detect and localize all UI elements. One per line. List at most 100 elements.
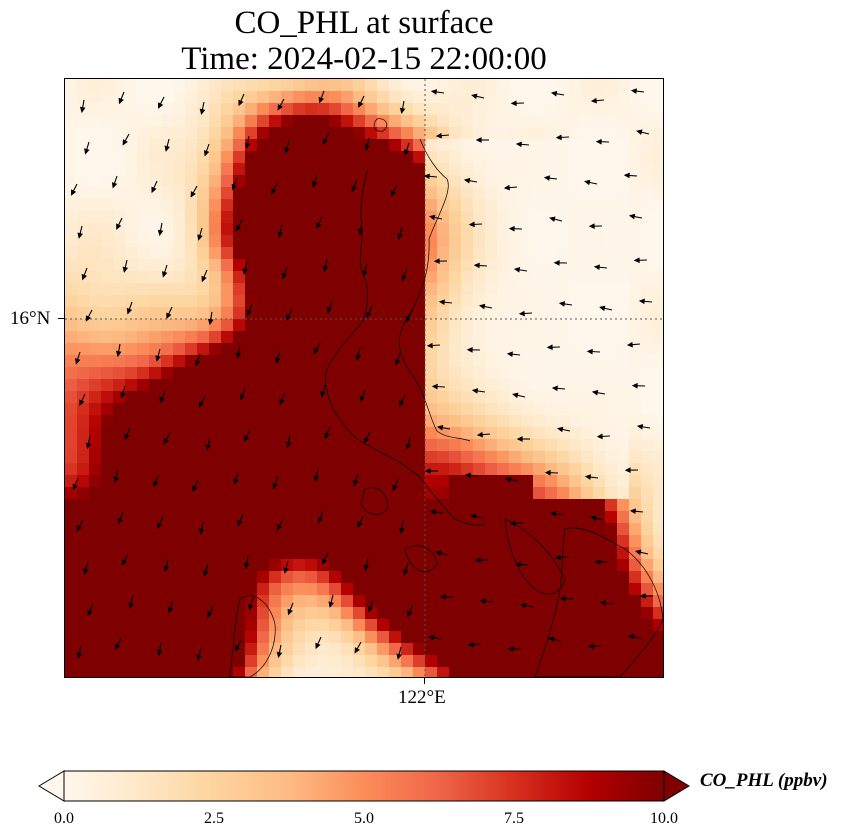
field-cell	[497, 391, 510, 404]
field-cell	[629, 187, 642, 200]
field-cell	[257, 91, 270, 104]
field-cell	[209, 115, 222, 128]
field-cell	[89, 379, 102, 392]
field-cell	[485, 475, 498, 488]
field-cell	[245, 391, 258, 404]
field-cell	[473, 319, 486, 332]
field-cell	[413, 487, 426, 500]
field-cell	[113, 127, 126, 140]
field-cell	[257, 427, 270, 440]
field-cell	[173, 199, 186, 212]
field-cell	[185, 499, 198, 512]
field-cell	[425, 235, 438, 248]
field-cell	[581, 451, 594, 464]
field-cell	[581, 619, 594, 632]
field-cell	[281, 463, 294, 476]
field-cell	[173, 511, 186, 524]
field-cell	[209, 391, 222, 404]
field-cell	[137, 643, 150, 656]
field-cell	[341, 391, 354, 404]
field-cell	[233, 583, 246, 596]
field-cell	[305, 91, 318, 104]
wind-arrow	[474, 557, 489, 563]
field-cell	[413, 475, 426, 488]
wind-arrow	[276, 644, 283, 658]
field-cell	[437, 343, 450, 356]
field-cell	[245, 499, 258, 512]
field-cell	[521, 259, 534, 272]
field-cell	[389, 403, 402, 416]
wind-arrow	[435, 550, 449, 556]
field-cell	[437, 163, 450, 176]
field-cell	[65, 331, 78, 344]
field-cell	[101, 379, 114, 392]
field-cell	[101, 199, 114, 212]
field-cell	[449, 439, 462, 452]
field-cell	[137, 79, 150, 92]
field-cell	[65, 547, 78, 560]
field-cell	[509, 379, 522, 392]
field-cell	[473, 607, 486, 620]
field-cell	[329, 463, 342, 476]
field-cell	[653, 355, 663, 368]
field-cell	[617, 631, 630, 644]
field-cell	[581, 211, 594, 224]
field-cell	[377, 307, 390, 320]
field-cell	[593, 631, 606, 644]
field-cell	[305, 199, 318, 212]
field-cell	[341, 595, 354, 608]
field-cell	[473, 487, 486, 500]
field-cell	[557, 307, 570, 320]
field-cell	[353, 247, 366, 260]
field-cell	[641, 559, 654, 572]
field-cell	[257, 583, 270, 596]
field-cell	[653, 103, 663, 116]
field-cell	[221, 295, 234, 308]
field-cell	[377, 223, 390, 236]
field-cell	[257, 379, 270, 392]
field-cell	[401, 343, 414, 356]
field-cell	[221, 79, 234, 92]
field-cell	[65, 235, 78, 248]
field-cell	[389, 523, 402, 536]
field-cell	[449, 643, 462, 656]
field-cell	[257, 367, 270, 380]
field-cell	[173, 379, 186, 392]
field-cell	[461, 631, 474, 644]
field-cell	[437, 271, 450, 284]
field-cell	[137, 379, 150, 392]
field-cell	[329, 607, 342, 620]
field-cell	[425, 319, 438, 332]
field-cell	[629, 607, 642, 620]
field-cell	[305, 163, 318, 176]
field-cell	[329, 523, 342, 536]
field-cell	[545, 319, 558, 332]
field-cell	[641, 211, 654, 224]
field-cell	[653, 427, 663, 440]
wind-arrow	[404, 142, 410, 156]
field-cell	[629, 115, 642, 128]
field-cell	[209, 379, 222, 392]
field-cell	[293, 103, 306, 116]
field-cell	[641, 403, 654, 416]
field-cell	[125, 187, 138, 200]
field-cell	[149, 295, 162, 308]
field-cell	[89, 403, 102, 416]
field-cell	[653, 223, 663, 236]
wind-arrow	[75, 351, 81, 365]
field-cell	[101, 511, 114, 524]
field-cell	[185, 79, 198, 92]
field-cell	[437, 523, 450, 536]
field-cell	[497, 667, 510, 677]
map-panel[interactable]	[64, 78, 664, 678]
field-cell	[329, 163, 342, 176]
field-cell	[377, 211, 390, 224]
field-cell	[545, 427, 558, 440]
field-cell	[173, 127, 186, 140]
field-cell	[161, 667, 174, 677]
field-cell	[341, 163, 354, 176]
field-cell	[509, 211, 522, 224]
field-cell	[173, 115, 186, 128]
field-cell	[497, 259, 510, 272]
field-cell	[497, 559, 510, 572]
